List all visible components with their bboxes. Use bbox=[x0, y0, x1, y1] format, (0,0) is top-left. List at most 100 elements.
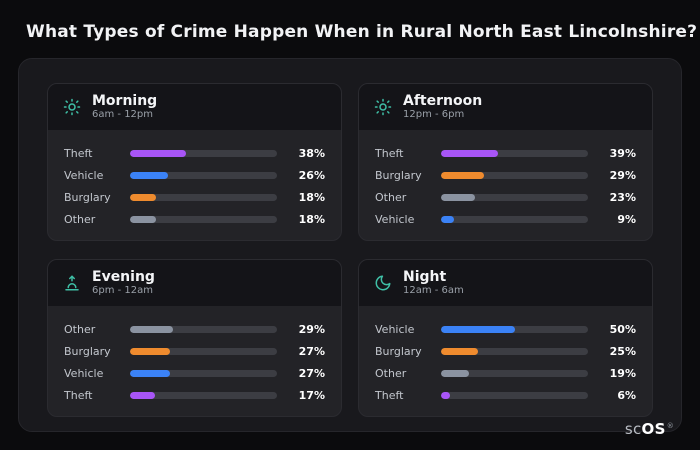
bar-rows: Vehicle 50% Burglary 25% Other 19% bbox=[359, 306, 652, 416]
bar-label: Vehicle bbox=[375, 322, 415, 336]
bar-row: Burglary 25% bbox=[375, 340, 636, 362]
moon-icon bbox=[373, 273, 393, 293]
brand-logo: scOS® bbox=[625, 420, 674, 438]
bar-fill bbox=[130, 171, 169, 179]
bar-label: Other bbox=[64, 212, 96, 226]
bar-fill bbox=[441, 215, 455, 223]
card-evening-header: Evening 6pm - 12am bbox=[48, 260, 341, 307]
bar-track bbox=[441, 391, 588, 399]
card-subtitle: 12pm - 6pm bbox=[403, 109, 465, 121]
bar-label: Burglary bbox=[375, 344, 422, 358]
sun-icon bbox=[62, 97, 82, 117]
bar-value: 29% bbox=[298, 322, 325, 336]
bar-label: Theft bbox=[64, 388, 93, 402]
bar-track bbox=[441, 369, 588, 377]
bar-label: Theft bbox=[375, 146, 404, 160]
bar-fill bbox=[441, 369, 469, 377]
brand-suffix: OS bbox=[641, 420, 666, 438]
bar-track bbox=[130, 325, 277, 333]
bar-fill bbox=[441, 193, 475, 201]
bar-rows: Theft 38% Vehicle 26% Burglary 18% bbox=[48, 130, 341, 240]
bar-row: Other 19% bbox=[375, 362, 636, 384]
bar-track bbox=[441, 149, 588, 157]
bar-track bbox=[441, 347, 588, 355]
bar-row: Theft 38% bbox=[64, 142, 325, 164]
card-afternoon: Afternoon 12pm - 6pm Theft 39% Burglary … bbox=[358, 83, 653, 242]
sunrise-icon bbox=[62, 273, 82, 293]
card-grid: Morning 6am - 12pm Theft 38% Vehicle 26% bbox=[19, 59, 681, 441]
bar-fill bbox=[130, 215, 157, 223]
bar-value: 23% bbox=[609, 190, 636, 204]
bar-row: Vehicle 27% bbox=[64, 362, 325, 384]
card-morning-header: Morning 6am - 12pm bbox=[48, 84, 341, 131]
bar-track bbox=[130, 149, 277, 157]
bar-track bbox=[130, 171, 277, 179]
bar-label: Burglary bbox=[64, 344, 111, 358]
bar-row: Vehicle 9% bbox=[375, 208, 636, 230]
bar-value: 50% bbox=[609, 322, 636, 336]
bar-row: Theft 17% bbox=[64, 384, 325, 406]
bar-track bbox=[130, 347, 277, 355]
bar-row: Other 23% bbox=[375, 186, 636, 208]
bar-label: Other bbox=[64, 322, 96, 336]
card-night: Night 12am - 6am Vehicle 50% Burglary 25… bbox=[358, 259, 653, 418]
bar-value: 19% bbox=[609, 366, 636, 380]
card-title: Morning bbox=[92, 93, 158, 109]
bar-row: Burglary 29% bbox=[375, 164, 636, 186]
card-title: Evening bbox=[92, 269, 155, 286]
bar-label: Other bbox=[375, 366, 407, 380]
bar-value: 18% bbox=[298, 212, 325, 226]
bar-track bbox=[130, 369, 277, 377]
bar-track bbox=[130, 193, 277, 201]
bar-track bbox=[441, 193, 588, 201]
bar-fill bbox=[441, 391, 450, 399]
bar-fill bbox=[441, 171, 484, 179]
card-morning: Morning 6am - 12pm Theft 38% Vehicle 26% bbox=[47, 83, 342, 242]
bar-value: 6% bbox=[617, 388, 636, 402]
bar-track bbox=[441, 325, 588, 333]
bar-fill bbox=[130, 347, 170, 355]
card-subtitle: 6am - 12pm bbox=[92, 109, 154, 121]
bar-fill bbox=[130, 369, 170, 377]
bar-value: 38% bbox=[298, 146, 325, 160]
card-subtitle: 12am - 6am bbox=[403, 285, 464, 297]
card-subtitle: 6pm - 12am bbox=[92, 285, 154, 297]
bar-value: 39% bbox=[609, 146, 636, 160]
bar-fill bbox=[441, 149, 499, 157]
bar-value: 27% bbox=[298, 344, 325, 358]
bar-fill bbox=[130, 149, 186, 157]
bar-row: Other 18% bbox=[64, 208, 325, 230]
bar-row: Other 29% bbox=[64, 318, 325, 340]
page-title: What Types of Crime Happen When in Rural… bbox=[26, 22, 698, 42]
sun-icon bbox=[373, 97, 393, 117]
card-afternoon-header: Afternoon 12pm - 6pm bbox=[359, 84, 652, 131]
card-night-header: Night 12am - 6am bbox=[359, 260, 652, 307]
bar-value: 29% bbox=[609, 168, 636, 182]
bar-row: Burglary 18% bbox=[64, 186, 325, 208]
bar-rows: Other 29% Burglary 27% Vehicle 27% bbox=[48, 306, 341, 416]
bar-row: Burglary 27% bbox=[64, 340, 325, 362]
bar-value: 9% bbox=[617, 212, 636, 226]
card-title: Afternoon bbox=[403, 93, 483, 109]
bar-value: 17% bbox=[298, 388, 325, 402]
bar-row: Theft 39% bbox=[375, 142, 636, 164]
bar-rows: Theft 39% Burglary 29% Other 23% bbox=[359, 130, 652, 240]
card-title: Night bbox=[403, 269, 447, 286]
bar-label: Vehicle bbox=[64, 168, 104, 182]
bar-fill bbox=[441, 325, 515, 333]
bar-track bbox=[130, 215, 277, 223]
bar-row: Vehicle 50% bbox=[375, 318, 636, 340]
bar-row: Theft 6% bbox=[375, 384, 636, 406]
bar-label: Theft bbox=[375, 388, 404, 402]
bar-row: Vehicle 26% bbox=[64, 164, 325, 186]
bar-label: Burglary bbox=[64, 190, 111, 204]
card-evening: Evening 6pm - 12am Other 29% Burglary 27… bbox=[47, 259, 342, 418]
bar-label: Vehicle bbox=[375, 212, 415, 226]
bar-value: 25% bbox=[609, 344, 636, 358]
bar-fill bbox=[130, 193, 157, 201]
brand-prefix: sc bbox=[624, 420, 642, 438]
bar-label: Other bbox=[375, 190, 407, 204]
bar-value: 18% bbox=[298, 190, 325, 204]
bar-track bbox=[441, 171, 588, 179]
